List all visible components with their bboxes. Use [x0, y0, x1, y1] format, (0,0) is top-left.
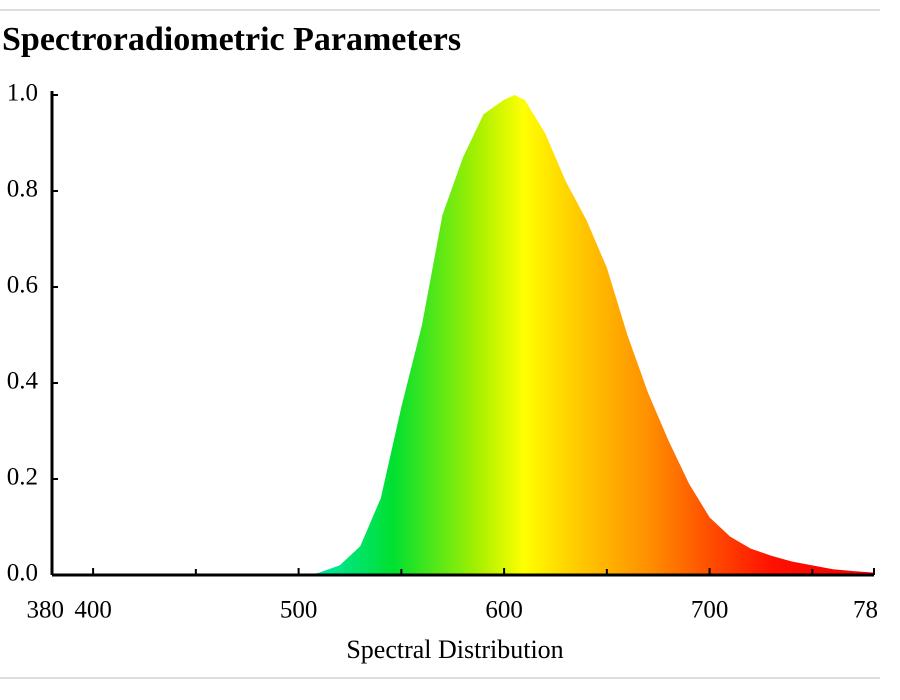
x-tick-label: 78 — [853, 597, 878, 624]
y-tick-label: 0.2 — [7, 464, 38, 491]
y-tick-label: 0.8 — [7, 176, 38, 203]
x-tick-label: 600 — [485, 597, 523, 624]
plot: 0.0 0.2 0.4 0.6 0.8 1.0 380 400 500 600 700 78 — [7, 80, 878, 624]
x-tick-label: 500 — [280, 597, 318, 624]
y-tick-label: 1.0 — [7, 80, 38, 107]
chart-title: Spectroradiometric Parameters — [2, 21, 461, 58]
spectrum-area — [308, 95, 874, 575]
x-tick-label: 380 — [27, 597, 65, 624]
x-tick-label: 700 — [691, 597, 729, 624]
x-tick-label: 400 — [74, 597, 112, 624]
y-tick-label: 0.4 — [7, 368, 39, 395]
y-tick-label: 0.0 — [7, 560, 38, 587]
x-axis-label: Spectral Distribution — [346, 635, 563, 664]
y-tick-label: 0.6 — [7, 272, 38, 299]
